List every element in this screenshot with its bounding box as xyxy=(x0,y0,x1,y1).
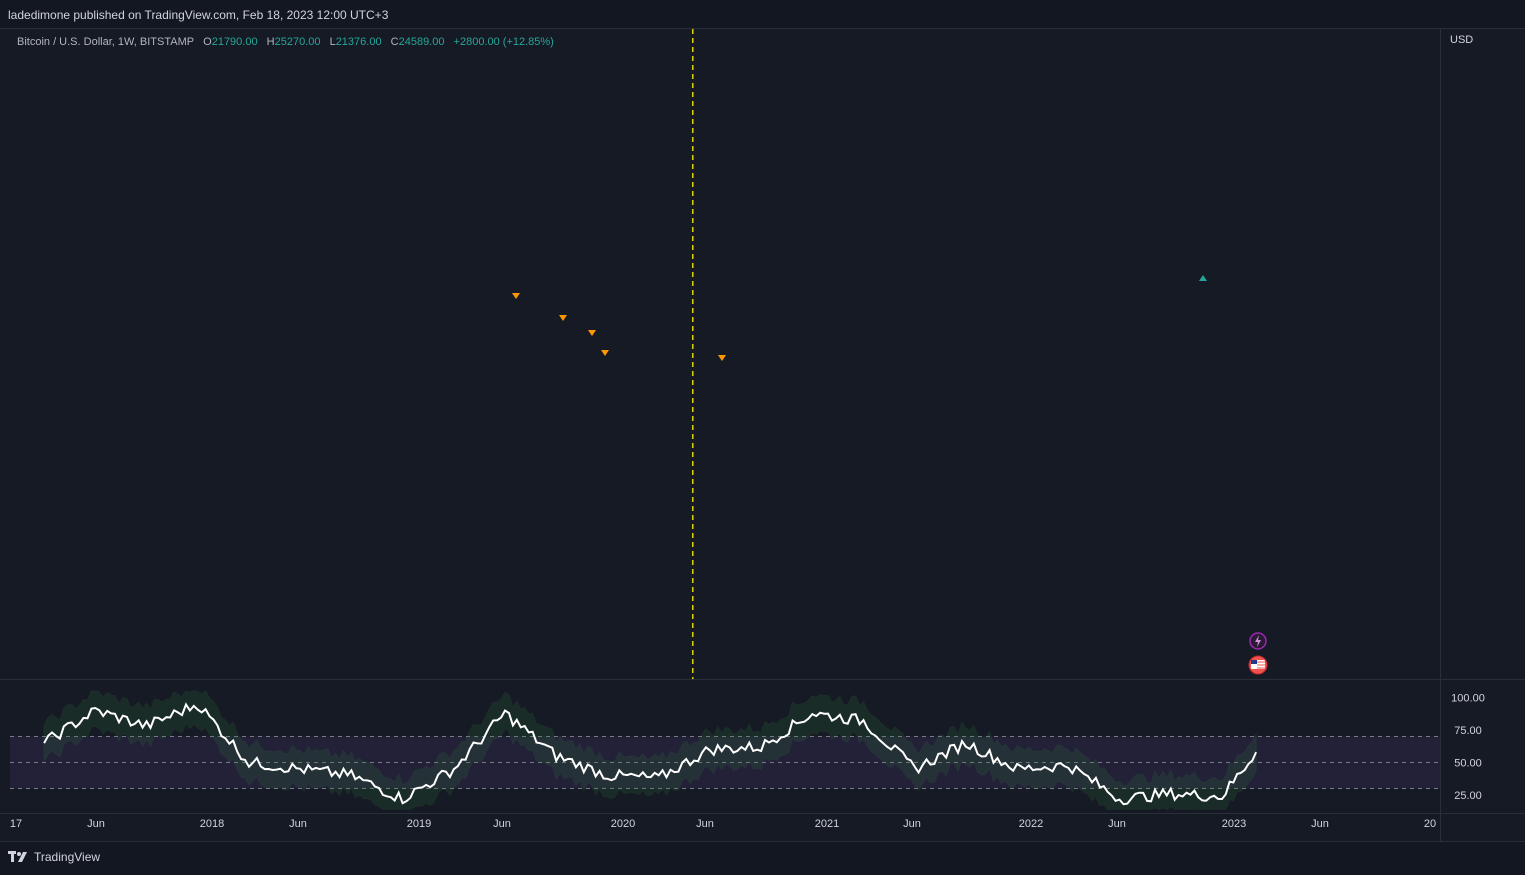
high-value: 25270.00 xyxy=(274,36,321,48)
time-axis: 17 Jun 2018 Jun 2019 Jun 2020 Jun 2021 Jun 2022 Jun… xyxy=(10,818,1436,830)
time-axis-tick: 17 xyxy=(10,818,22,830)
time-axis-tick: Jun xyxy=(289,818,307,830)
buy-marker xyxy=(1199,275,1207,281)
rsi-axis-tick: 100.00 xyxy=(1451,693,1485,705)
time-axis-tick: Jun xyxy=(696,818,714,830)
time-axis-tick: 2021 xyxy=(815,818,839,830)
symbol-name: Bitcoin / U.S. Dollar, 1W, BITSTAMP xyxy=(17,36,195,48)
lightning-glyph xyxy=(1255,635,1261,647)
chart-canvas[interactable]: 60137.8940815.8930385.6819437.5811910.45… xyxy=(0,29,1525,841)
time-axis-tick: Jun xyxy=(87,818,105,830)
signal-marker xyxy=(512,293,520,299)
time-axis-tick: Jun xyxy=(1108,818,1126,830)
grid xyxy=(0,29,1525,841)
tradingview-logo-icon xyxy=(8,851,27,862)
rsi-axis-tick: 25.00 xyxy=(1454,790,1482,802)
time-axis-tick: 2018 xyxy=(200,818,224,830)
time-axis-tick: 20 xyxy=(1424,818,1436,830)
rsi-axis-tick: 75.00 xyxy=(1454,725,1482,737)
time-axis-tick: 2020 xyxy=(611,818,635,830)
low-label: L xyxy=(329,36,336,48)
time-axis-tick: Jun xyxy=(1311,818,1329,830)
signal-marker xyxy=(559,315,567,321)
chart-area[interactable]: 60137.8940815.8930385.6819437.5811910.45… xyxy=(0,28,1525,842)
rsi-pane: 100.00 75.00 50.00 25.00 xyxy=(10,690,1485,810)
symbol-legend[interactable]: Bitcoin / U.S. Dollar, 1W, BITSTAMP O217… xyxy=(17,35,554,49)
low-value: 21376.00 xyxy=(335,36,382,48)
currency-label: USD xyxy=(1450,34,1474,46)
change-value: +2800.00 (+12.85%) xyxy=(453,36,554,48)
signal-marker xyxy=(601,350,609,356)
close-label: C xyxy=(390,36,399,48)
rsi-envelope xyxy=(43,690,1257,810)
footer: TradingView xyxy=(8,848,100,866)
chart-icons xyxy=(512,275,1268,675)
time-axis-tick: Jun xyxy=(903,818,921,830)
rsi-axis-tick: 50.00 xyxy=(1454,758,1482,770)
us-flag-canton xyxy=(1251,660,1257,664)
publish-info: ladedimone published on TradingView.com,… xyxy=(8,8,389,22)
signal-marker xyxy=(588,330,596,336)
open-value: 21790.00 xyxy=(211,36,258,48)
brand-name: TradingView xyxy=(34,850,101,864)
time-axis-tick: 2022 xyxy=(1019,818,1043,830)
close-value: 24589.00 xyxy=(398,36,445,48)
signal-marker xyxy=(718,355,726,361)
open-label: O xyxy=(203,36,212,48)
time-axis-tick: Jun xyxy=(493,818,511,830)
time-axis-tick: 2019 xyxy=(407,818,431,830)
high-label: H xyxy=(266,36,275,48)
time-axis-tick: 2023 xyxy=(1222,818,1246,830)
rsi-line xyxy=(43,702,1258,806)
